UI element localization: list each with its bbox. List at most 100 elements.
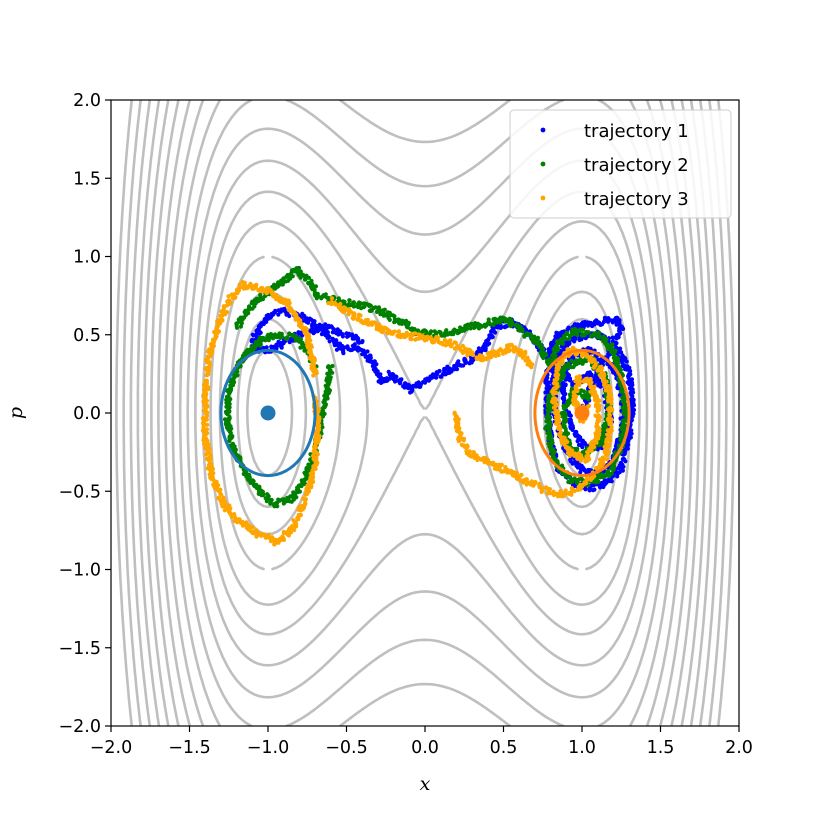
trajectory-point [620,389,625,394]
trajectory-point [211,471,216,476]
trajectory-point [628,435,634,440]
trajectory-point [348,332,354,337]
trajectory-point [242,522,247,528]
trajectory-point [232,374,237,379]
trajectory-point [442,368,447,373]
trajectory-point [448,338,453,343]
trajectory-point [289,525,294,530]
trajectory-point [362,304,367,309]
trajectory-point [566,353,571,359]
trajectory-point [241,286,247,291]
trajectory-point [620,457,626,462]
trajectory-point [266,312,271,318]
trajectory-point [201,408,206,413]
trajectory-point [499,469,504,474]
trajectory-point [570,381,575,386]
center-point-2 [574,405,590,421]
trajectory-point [313,456,318,461]
trajectory-point [539,489,544,495]
trajectory-point [587,393,592,398]
trajectory-point [286,298,291,303]
trajectory-point [561,395,566,400]
trajectory-point [274,346,279,351]
trajectory-point [269,497,274,503]
trajectory-point [519,328,525,333]
contour-line [171,100,679,726]
trajectory-point [586,397,591,402]
trajectory-point [293,491,298,496]
trajectory-point [315,328,320,333]
trajectory-point [465,444,470,449]
trajectory-point [596,357,601,362]
trajectory-point [221,304,226,309]
trajectory-point [513,345,518,350]
trajectory-point [348,309,353,314]
trajectory-point [628,372,633,377]
trajectory-point [205,422,210,427]
trajectory-point [218,313,223,318]
trajectory-point [567,333,572,338]
trajectory-point [600,437,605,442]
trajectory-point [525,481,530,486]
contour-line [143,100,707,726]
trajectory-point [589,384,594,389]
trajectory-point [530,335,535,340]
trajectory-point [631,403,637,408]
trajectory-point [202,432,207,437]
trajectory-point [550,451,555,456]
trajectory-point [616,335,621,340]
trajectory-point [277,296,282,301]
trajectory-point [341,299,346,304]
trajectory-point [387,317,392,322]
trajectory-point [539,485,544,490]
trajectory-point [546,396,551,402]
trajectory-point [341,348,346,353]
trajectory-point [300,479,305,484]
trajectory-point [286,274,291,279]
trajectory-point [334,347,339,352]
trajectory-point [406,322,411,327]
trajectory-point [560,372,566,377]
reference-ellipse-1 [219,348,317,478]
trajectory-point [527,363,533,368]
trajectory-point [581,358,586,363]
trajectory-point [340,334,345,339]
trajectory-point [524,477,529,482]
trajectory-point [207,472,212,477]
trajectory-point [556,426,561,431]
trajectory-point [343,306,348,311]
trajectory-point [557,414,562,419]
trajectory-point [303,498,308,503]
trajectory-point [331,338,336,343]
trajectory-point [364,318,369,323]
trajectory-point [629,428,634,433]
trajectory-point [592,376,597,381]
trajectory-point [316,424,322,429]
reference-ellipse-2 [533,348,631,478]
trajectory-point [596,335,601,340]
trajectory-point [205,438,210,443]
y-axis-ticks: −2.0−1.5−1.0−0.50.00.51.01.52.0 [59,91,111,737]
trajectory-point [250,332,255,337]
trajectory-point [491,349,497,354]
trajectory-point [442,337,447,343]
series-trajectory-3 [200,279,615,547]
trajectory-point [563,429,569,434]
trajectory-point [216,322,221,327]
trajectory-point [207,467,212,472]
trajectory-point [471,450,477,455]
trajectory-point [260,489,265,494]
trajectory-point [235,291,240,296]
trajectory-point [507,348,512,353]
trajectory-point [583,442,588,447]
trajectory-point [288,530,294,535]
trajectory-point [298,506,303,511]
trajectory-point [350,343,355,348]
trajectory-point [231,378,236,383]
trajectory-point [553,403,558,409]
trajectory-point [239,321,244,326]
trajectory-point [225,417,230,422]
trajectory-point [413,337,418,342]
x-tick-label: 0.5 [490,738,518,758]
trajectory-point [329,296,335,301]
